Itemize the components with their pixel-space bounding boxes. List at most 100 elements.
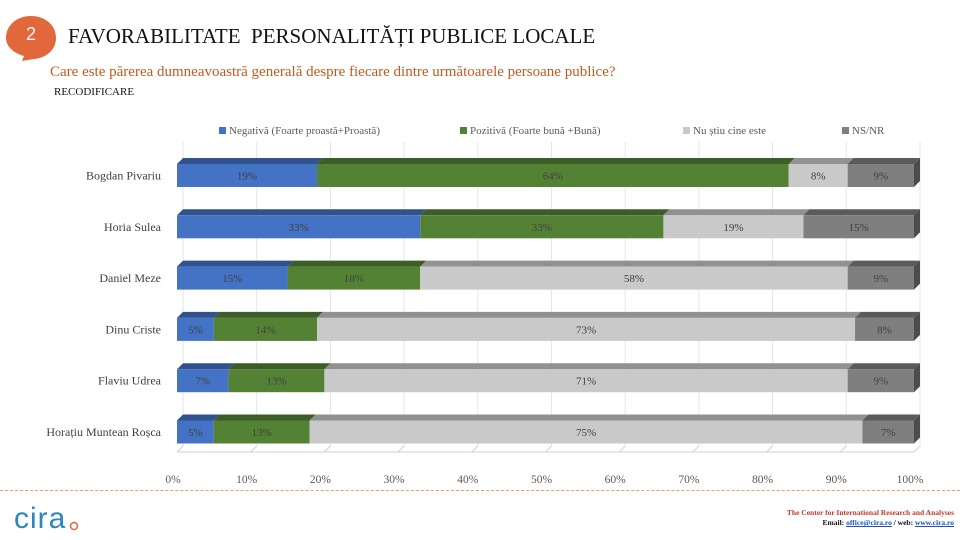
bar-segment [177,215,421,239]
x-tick-label: 20% [310,474,332,486]
bar-segment-top [213,414,316,421]
data-label: 58% [624,273,644,285]
bar-segment-side [914,414,920,444]
bar-segment-top [803,209,920,216]
gridline-floor [471,445,479,453]
cira-logo: cira [14,502,79,534]
bar-segment-top [420,260,854,267]
bar-segment-side [914,158,920,187]
x-tick-label: 80% [752,474,774,486]
bar-segment-top [309,414,869,421]
data-label: 9% [873,376,888,388]
x-tick-label: 90% [826,474,848,486]
bar-segment-top [317,311,862,318]
bar-segment-top [847,158,920,164]
gridline-floor [618,445,626,453]
bar-segment-top [324,363,854,370]
data-label: 64% [543,171,563,183]
x-tick-label: 30% [384,474,406,486]
category-label: Flaviu Udrea [98,374,162,388]
data-label: 7% [881,427,896,439]
bar-segment-top [228,363,331,370]
bar-segment [317,317,856,341]
web-separator: / web: [893,518,914,527]
bar-segment [309,420,863,444]
data-label: 71% [576,376,596,388]
bar-segment-side [914,260,920,290]
data-label: 19% [237,171,257,183]
gridline-floor [839,445,847,453]
data-label: 7% [195,376,210,388]
data-label: 33% [532,222,552,234]
bar-segment-top [177,209,427,216]
data-label: 14% [255,324,275,336]
slide-number-badge [6,16,56,61]
gridline-floor [692,445,700,453]
x-tick-label: 70% [678,474,700,486]
bar-segment-side [914,209,920,239]
gridline-floor [176,445,184,453]
bar-segment-top [177,414,220,421]
footer-contact: Email: office@cira.ro / web: www.cira.ro [823,518,954,527]
legend-label: Pozitivă (Foarte bună +Bună) [470,125,601,137]
legend-label: Nu știu cine este [693,125,766,137]
bar-segment-top [317,158,795,164]
page-title: FAVORABILITATE PERSONALITĂȚI PUBLICE LOC… [68,24,596,48]
web-link[interactable]: www.cira.ro [914,518,954,527]
bar-segment [420,215,664,239]
data-label: 15% [849,222,869,234]
data-label: 19% [723,222,743,234]
data-label: 8% [877,324,892,336]
category-label: Dinu Criste [105,322,161,336]
category-label: Horia Sulea [104,220,162,234]
data-label: 9% [873,171,888,183]
bar-segment-side [914,311,920,341]
legend-label: NS/NR [852,125,885,137]
data-label: 33% [289,222,309,234]
bar-segment [847,164,914,187]
x-tick-label: 50% [531,474,553,486]
svg-text:cira: cira [14,502,66,534]
data-label: 5% [188,324,203,336]
bar-segment-top [847,260,920,267]
category-label: Horațiu Muntean Roșca [46,425,161,439]
gridline-floor [766,445,773,453]
data-label: 8% [811,171,826,183]
bar-segment-top [213,311,324,318]
survey-question: Care este părerea dumneavoastră generală… [50,64,616,80]
bar-segment-top [663,209,810,216]
footer-organization: The Center for International Research an… [786,508,954,517]
legend-swatch [460,127,467,134]
bar-segment-top [177,363,235,370]
data-label: 5% [188,427,203,439]
email-label: Email: [822,518,845,527]
recode-note: RECODIFICARE [54,86,135,98]
data-label: 18% [344,273,364,285]
gridline-floor [324,445,331,453]
bar-segment [317,164,789,187]
bar-segment [788,164,848,187]
data-label: 13% [252,427,272,439]
bar-segment [177,317,214,341]
bar-segment [177,369,229,393]
gridline-floor [250,445,258,453]
bar-segment-top [788,158,854,164]
bar-segment-top [855,311,920,318]
x-tick-label: 60% [605,474,627,486]
bar-segment-top [862,414,920,421]
data-label: 73% [576,324,596,336]
x-tick-label: 10% [236,474,258,486]
data-label: 13% [266,376,286,388]
legend-swatch [842,127,849,134]
category-label: Bogdan Pivariu [86,169,161,183]
legend-swatch [683,127,690,134]
category-label: Daniel Meze [99,271,161,285]
bar-segment [420,266,848,290]
bar-segment-top [177,158,324,164]
gridline-floor [397,445,405,453]
data-label: 75% [576,427,596,439]
data-label: 15% [222,273,242,285]
bar-segment-top [847,363,920,370]
bar-segment-top [177,311,220,318]
email-link[interactable]: office@cira.ro [846,518,892,527]
